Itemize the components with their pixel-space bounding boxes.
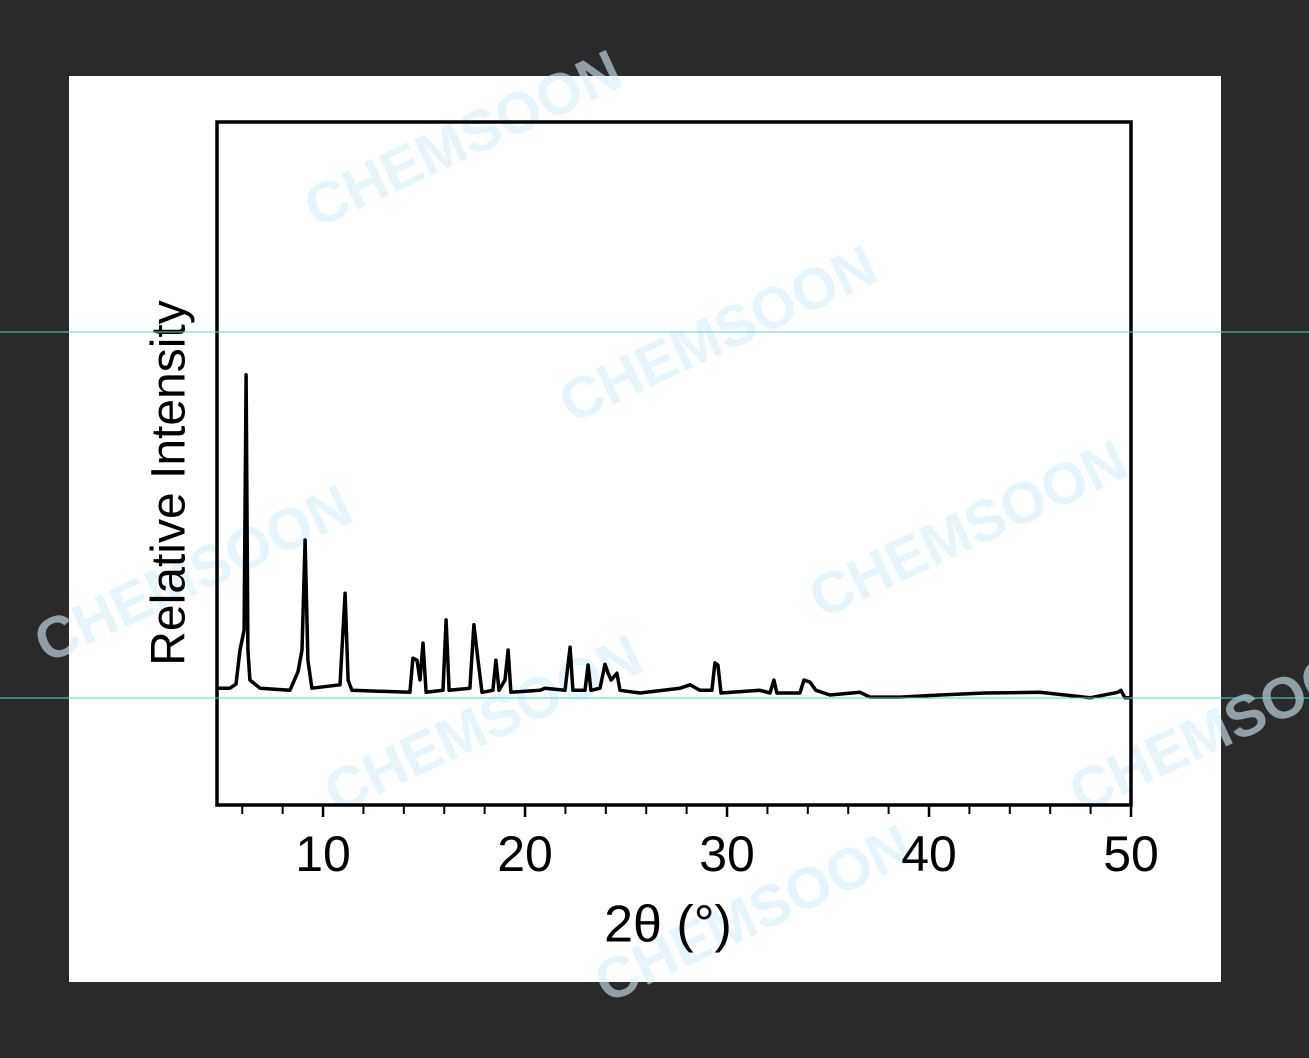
x-tick-label: 10	[295, 826, 351, 882]
x-tick-label: 40	[901, 826, 957, 882]
image-panel	[69, 76, 1221, 982]
x-tick-label: 50	[1103, 826, 1159, 882]
y-axis-label: Relative Intensity	[143, 300, 196, 666]
x-tick-label: 30	[699, 826, 755, 882]
pattern-line	[217, 372, 1131, 700]
x-tick-label: 20	[497, 826, 553, 882]
plot-frame	[215, 120, 1133, 807]
x-axis-label: 2θ (°)	[604, 896, 732, 954]
